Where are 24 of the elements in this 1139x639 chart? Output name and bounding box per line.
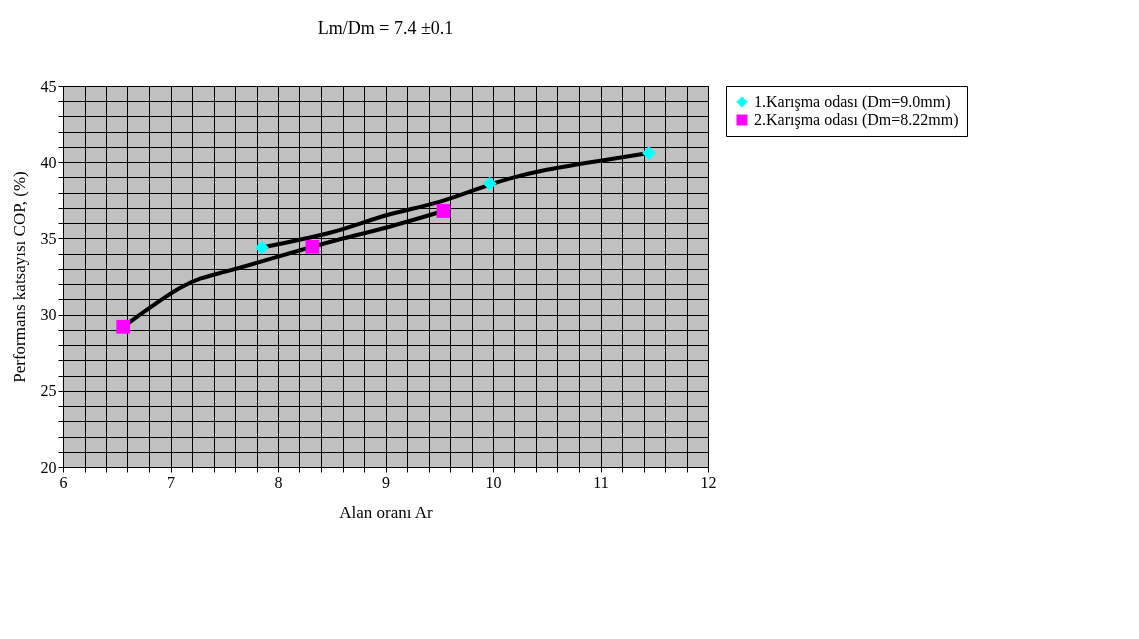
point	[641, 146, 656, 160]
x-tick-label: 11	[593, 473, 609, 491]
point	[116, 319, 131, 334]
x-tick-label: 10	[485, 473, 502, 491]
x-axis-title: Alan oranı Ar	[339, 502, 434, 522]
point	[482, 176, 497, 191]
x-tick-label: 7	[167, 473, 175, 491]
x-tick-label: 8	[274, 473, 283, 491]
chart-title: Lm/Dm = 7.4 ±0.1	[317, 18, 454, 38]
x-tick-label: 6	[59, 473, 68, 491]
y-tick-label: 20	[40, 458, 57, 476]
y-tick-label: 35	[40, 229, 57, 247]
legend-label: 1.Karışma odası (Dm=9.0mm)	[754, 93, 951, 111]
x-tick-label: 9	[382, 473, 390, 491]
y-tick-label: 40	[40, 153, 57, 171]
point	[305, 239, 320, 254]
y-tick-label: 45	[40, 77, 57, 95]
y-tick-label: 30	[40, 306, 57, 324]
y-tick-label: 25	[40, 382, 57, 400]
legend-label: 2.Karışma odası (Dm=8.22mm)	[754, 111, 959, 129]
x-tick-label: 12	[700, 473, 717, 491]
point	[254, 240, 269, 255]
y-axis-title: Performans katsayısı COP, (%)	[9, 171, 29, 383]
point	[436, 204, 451, 218]
